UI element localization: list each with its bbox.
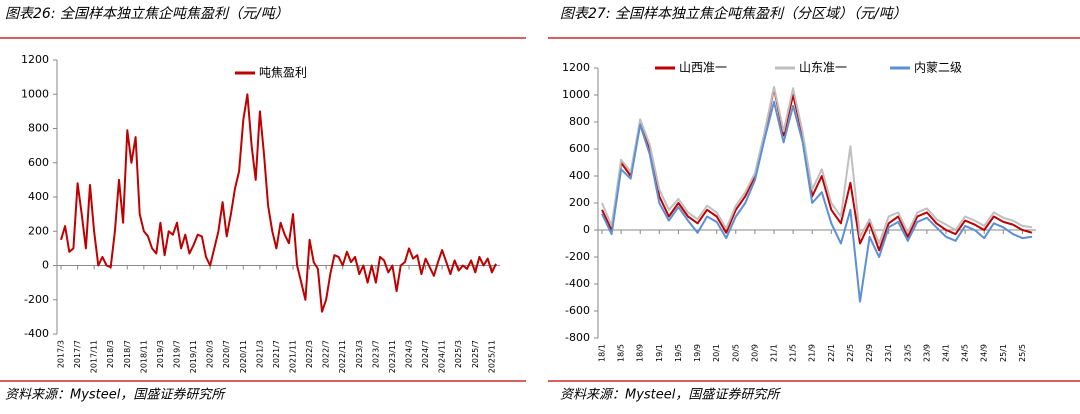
x-tick-label: 2022/7 <box>322 340 331 368</box>
y-tick-label: 200 <box>28 224 49 237</box>
x-tick-label: 23/9 <box>922 344 931 362</box>
x-tick-label: 19/1 <box>655 344 664 362</box>
x-tick-label: 2023/11 <box>388 340 397 373</box>
y-tick-label: 800 <box>569 115 590 128</box>
x-tick-label: 18/5 <box>617 344 626 362</box>
y-tick-label: 0 <box>42 259 49 272</box>
y-tick-label: 1200 <box>21 53 49 66</box>
y-tick-label: 200 <box>569 196 590 209</box>
x-tick-label: 21/1 <box>770 344 779 362</box>
x-tick-label: 2020/7 <box>222 340 231 368</box>
x-tick-label: 20/5 <box>731 344 740 362</box>
series-line <box>601 85 1033 245</box>
y-tick-label: 400 <box>569 169 590 182</box>
y-tick-label: 1000 <box>21 87 49 100</box>
x-tick-label: 23/1 <box>884 344 893 362</box>
y-tick-label: 1200 <box>562 61 590 74</box>
x-tick-label: 2023/3 <box>355 340 364 368</box>
y-tick-label: 0 <box>583 223 590 236</box>
x-tick-label: 24/5 <box>961 344 970 362</box>
source-note: 资料来源：Mysteel，国盛证券研究所 <box>560 387 781 403</box>
legend-label: 山东准一 <box>799 61 847 75</box>
y-tick-label: 600 <box>569 142 590 155</box>
x-tick-label: 25/5 <box>1018 344 1027 362</box>
y-tick-label: -800 <box>565 331 590 344</box>
x-tick-label: 2022/3 <box>305 340 314 368</box>
x-tick-label: 2024/11 <box>438 340 447 373</box>
x-tick-label: 2022/11 <box>338 340 347 373</box>
y-tick-label: -200 <box>24 293 49 306</box>
legend-label: 山西准一 <box>679 61 727 75</box>
chart-title: 图表26: 全国样本独立焦企吨焦盈利（元/吨） <box>5 6 289 22</box>
x-tick-label: 22/9 <box>865 344 874 362</box>
x-tick-label: 21/5 <box>789 344 798 362</box>
x-tick-label: 20/9 <box>750 344 759 362</box>
x-tick-label: 18/1 <box>598 344 607 362</box>
x-tick-label: 22/5 <box>846 344 855 362</box>
series-line <box>601 87 1033 252</box>
x-tick-label: 2024/7 <box>421 340 430 368</box>
x-tick-label: 2021/3 <box>255 340 264 368</box>
x-tick-label: 2024/3 <box>405 340 414 368</box>
x-tick-label: 24/1 <box>942 344 951 362</box>
y-tick-label: 800 <box>28 122 49 135</box>
x-tick-label: 2021/7 <box>272 340 281 368</box>
x-tick-label: 2017/7 <box>73 340 82 368</box>
x-tick-label: 21/9 <box>808 344 817 362</box>
legend-label: 吨焦盈利 <box>259 66 307 80</box>
chart-title: 图表27: 全国样本独立焦企吨焦盈利（分区域）（元/吨） <box>560 6 907 22</box>
x-tick-label: 2023/7 <box>371 340 380 368</box>
legend-label: 内蒙二级 <box>914 61 962 75</box>
x-tick-label: 2020/11 <box>239 340 248 373</box>
y-tick-label: -600 <box>565 304 590 317</box>
x-tick-label: 20/1 <box>712 344 721 362</box>
x-tick-label: 2017/3 <box>57 340 66 368</box>
x-tick-label: 23/5 <box>903 344 912 362</box>
x-tick-label: 2019/11 <box>189 340 198 373</box>
y-tick-label: 400 <box>28 190 49 203</box>
x-tick-label: 18/9 <box>636 344 645 362</box>
x-tick-label: 2025/11 <box>487 340 496 373</box>
x-tick-label: 2021/11 <box>289 340 298 373</box>
x-tick-label: 19/5 <box>674 344 683 362</box>
y-tick-label: -400 <box>24 327 49 340</box>
x-tick-label: 24/9 <box>980 344 989 362</box>
x-tick-label: 19/9 <box>693 344 702 362</box>
x-tick-label: 2020/3 <box>206 340 215 368</box>
x-tick-label: 2018/7 <box>123 340 132 368</box>
x-tick-label: 2019/7 <box>173 340 182 368</box>
x-tick-label: 22/1 <box>827 344 836 362</box>
x-tick-label: 2025/7 <box>471 340 480 368</box>
x-tick-label: 2017/11 <box>90 340 99 373</box>
y-tick-label: 600 <box>28 156 49 169</box>
y-tick-label: -200 <box>565 250 590 263</box>
series-line <box>601 100 1033 303</box>
source-note: 资料来源：Mysteel，国盛证券研究所 <box>5 387 226 403</box>
series-line <box>60 93 497 313</box>
x-tick-label: 2018/3 <box>106 340 115 368</box>
x-tick-label: 2019/3 <box>156 340 165 368</box>
x-tick-label: 2018/11 <box>139 340 148 373</box>
y-tick-label: -400 <box>565 277 590 290</box>
y-tick-label: 1000 <box>562 88 590 101</box>
x-tick-label: 2025/3 <box>454 340 463 368</box>
x-tick-label: 25/1 <box>999 344 1008 362</box>
